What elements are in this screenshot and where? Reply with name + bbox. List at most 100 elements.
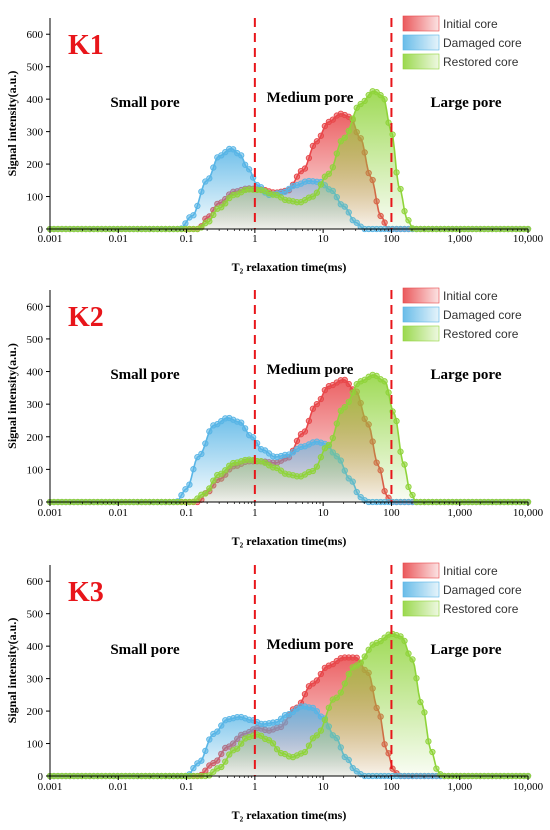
series-point xyxy=(333,420,340,427)
series-point xyxy=(405,217,412,224)
series-point xyxy=(238,419,245,426)
series-point xyxy=(202,747,209,755)
series-point xyxy=(337,407,344,414)
series-point xyxy=(341,680,348,687)
x-tick-label: 1,000 xyxy=(447,233,472,245)
x-tick-label: 0.1 xyxy=(180,507,194,519)
legend-label: Restored core xyxy=(443,327,519,341)
series-point xyxy=(182,486,189,493)
legend-label: Restored core xyxy=(443,55,519,69)
legend-label: Damaged core xyxy=(443,36,522,50)
legend-swatch xyxy=(402,306,440,323)
series-point xyxy=(333,694,340,701)
series-point xyxy=(202,178,209,185)
series-point xyxy=(405,650,412,657)
y-tick-label: 100 xyxy=(27,464,44,476)
series-point xyxy=(393,169,400,176)
series-point xyxy=(321,386,328,394)
series-point xyxy=(321,445,328,452)
x-tick-label: 0.001 xyxy=(38,781,63,793)
x-tick-label: 0.01 xyxy=(109,507,128,519)
legend-label: Initial core xyxy=(443,17,498,31)
series-point xyxy=(230,146,237,153)
series-point xyxy=(194,495,201,502)
panel-label: K1 xyxy=(68,30,104,61)
series-point xyxy=(321,716,328,724)
x-tick-label: 1 xyxy=(252,233,258,245)
legend-swatch xyxy=(402,287,440,304)
y-tick-label: 0 xyxy=(38,771,44,783)
series-point xyxy=(401,208,408,215)
legend-swatch xyxy=(402,53,440,70)
region-label: Large pore xyxy=(431,95,502,111)
x-tick-label: 1,000 xyxy=(447,781,472,793)
series-point xyxy=(349,389,356,396)
series-point xyxy=(210,211,217,219)
series-point xyxy=(226,195,233,202)
series-point xyxy=(329,434,336,442)
series-point xyxy=(313,189,321,196)
series-point xyxy=(405,483,412,491)
y-tick-label: 600 xyxy=(27,301,44,313)
series-point xyxy=(329,164,336,171)
series-point xyxy=(381,96,388,103)
series-point xyxy=(222,758,229,765)
series-point xyxy=(198,188,205,195)
x-tick-label: 10 xyxy=(318,233,330,245)
series-point xyxy=(309,405,317,412)
series-point xyxy=(317,454,325,461)
x-tick-label: 1 xyxy=(252,507,258,519)
series-point xyxy=(357,100,364,108)
series-point xyxy=(206,428,213,435)
series-point xyxy=(238,740,245,747)
series-point xyxy=(226,751,233,758)
series-point xyxy=(361,653,368,660)
series-point xyxy=(206,175,213,182)
series-point xyxy=(222,200,229,207)
series-point xyxy=(202,440,209,447)
x-axis-title: T₂ relaxation time(ms) xyxy=(232,808,347,822)
series-point xyxy=(210,477,217,484)
region-label: Small pore xyxy=(110,367,180,383)
x-tick-label: 0.001 xyxy=(38,233,63,245)
series-point xyxy=(317,132,325,139)
legend: Initial core Damaged core Restored core xyxy=(402,15,522,70)
series-point xyxy=(381,378,388,385)
series-area xyxy=(50,374,528,502)
x-tick-label: 1 xyxy=(252,781,258,793)
legend-label: Damaged core xyxy=(443,583,522,597)
series-point xyxy=(293,173,301,180)
series-point xyxy=(210,164,217,171)
chart-panel-k3: 0 100 200 300 400 500 600 0.001 0.01 0.1 1 10 100 1,0… xyxy=(5,562,544,822)
chart-panel-k1: 0 100 200 300 400 500 600 0.001 0.01 0.1 1 10 100 1,0… xyxy=(5,15,544,274)
series-point xyxy=(198,450,205,457)
panel-label: K2 xyxy=(68,302,104,333)
series-point xyxy=(325,170,332,177)
x-tick-label: 0.01 xyxy=(109,233,128,245)
y-axis-title: Signal intensity(a.u.) xyxy=(5,618,19,724)
series-point xyxy=(337,689,344,696)
series-point xyxy=(393,417,400,425)
series-point xyxy=(349,115,356,122)
series-point xyxy=(317,727,325,734)
y-tick-label: 500 xyxy=(27,334,44,346)
series-point xyxy=(377,92,384,99)
y-tick-label: 600 xyxy=(27,576,44,588)
legend-label: Initial core xyxy=(443,289,498,303)
series-point xyxy=(313,463,321,470)
legend-swatch xyxy=(402,600,440,617)
series-point xyxy=(377,638,384,645)
series-point xyxy=(325,704,332,711)
series-point xyxy=(182,220,189,227)
series-point xyxy=(289,449,297,456)
series-point xyxy=(190,764,197,772)
x-tick-label: 10 xyxy=(318,507,330,519)
series-point xyxy=(257,732,265,739)
series-point xyxy=(397,633,404,640)
series-point xyxy=(309,142,317,150)
legend-swatch xyxy=(402,325,440,342)
series-point xyxy=(178,491,185,499)
series-point xyxy=(345,380,352,388)
x-tick-label: 10,000 xyxy=(513,507,544,519)
x-tick-label: 0.01 xyxy=(109,781,128,793)
